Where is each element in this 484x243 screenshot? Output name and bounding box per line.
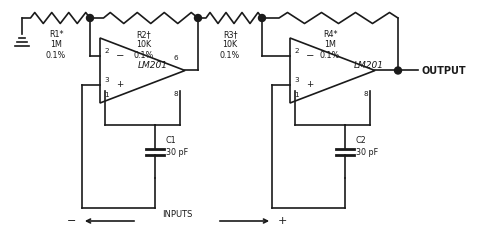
Text: R3†
10K
0.1%: R3† 10K 0.1% bbox=[220, 30, 240, 60]
Text: +: + bbox=[306, 80, 314, 89]
Text: 6: 6 bbox=[173, 55, 178, 61]
Text: C1
30 pF: C1 30 pF bbox=[166, 137, 188, 156]
Text: LM201: LM201 bbox=[138, 61, 168, 70]
Text: +: + bbox=[278, 216, 287, 226]
Text: 1: 1 bbox=[104, 92, 108, 98]
Text: 3: 3 bbox=[294, 77, 299, 83]
Text: 3: 3 bbox=[104, 77, 108, 83]
Circle shape bbox=[87, 15, 93, 21]
Text: 8: 8 bbox=[363, 91, 368, 97]
Text: 2: 2 bbox=[294, 48, 299, 54]
Text: C2
30 pF: C2 30 pF bbox=[356, 137, 378, 156]
Text: R2†
10K
0.1%: R2† 10K 0.1% bbox=[134, 30, 154, 60]
Text: 8: 8 bbox=[173, 91, 178, 97]
Text: 2: 2 bbox=[104, 48, 108, 54]
Circle shape bbox=[195, 15, 201, 21]
Text: R4*
1M
0.1%: R4* 1M 0.1% bbox=[320, 30, 340, 60]
Text: R1*
1M
0.1%: R1* 1M 0.1% bbox=[46, 30, 66, 60]
Text: INPUTS: INPUTS bbox=[162, 210, 192, 219]
Text: LM201: LM201 bbox=[353, 61, 383, 70]
Circle shape bbox=[258, 15, 266, 21]
Text: −: − bbox=[67, 216, 76, 226]
Text: −: − bbox=[116, 51, 124, 61]
Text: OUTPUT: OUTPUT bbox=[421, 66, 466, 76]
Text: −: − bbox=[306, 51, 314, 61]
Text: 1: 1 bbox=[294, 92, 299, 98]
Circle shape bbox=[394, 67, 402, 74]
Text: +: + bbox=[116, 80, 123, 89]
